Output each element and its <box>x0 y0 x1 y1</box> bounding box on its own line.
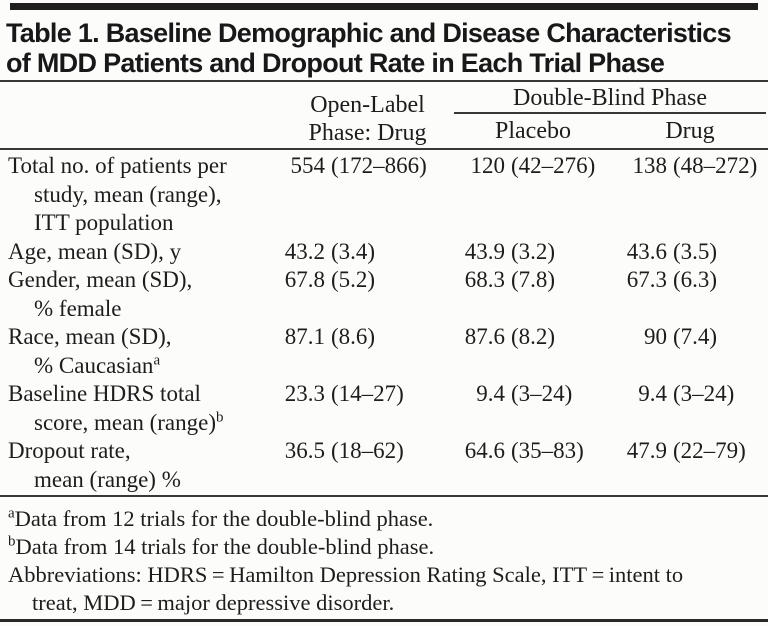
cell-placebo: 68.3 (7.8) <box>464 267 556 292</box>
cell-open-label: 36.5 (18–62) <box>284 438 404 463</box>
cell-drug: 67.3 (6.3) <box>626 267 718 292</box>
table-row: Dropout rate, mean (range) % 36.5 (18–62)… <box>0 437 768 494</box>
footnote-divider <box>0 495 768 497</box>
footnote-marker-a: a <box>153 351 161 368</box>
table-row: Gender, mean (SD), % female 67.8 (5.2) 68… <box>0 266 768 323</box>
table-title-line2: of MDD Patients and Dropout Rate in Each… <box>6 48 665 78</box>
table-row: Age, mean (SD), y 43.2 (3.4) 43.9 (3.2) 43… <box>0 238 768 267</box>
column-header-placebo: Placebo <box>495 118 571 144</box>
cell-drug: 43.6 (3.5) <box>626 238 718 264</box>
cell-open-label: 554 (172–866) <box>290 153 427 178</box>
row-label: Gender, mean (SD), % female <box>8 267 193 321</box>
table-footnotes: aData from 12 trials for the double-blin… <box>0 497 768 617</box>
double-blind-phase-label: Double-Blind Phase <box>454 82 766 114</box>
footnote-a: aData from 12 trials for the double-blin… <box>8 505 434 531</box>
row-label: Dropout rate, mean (range) % <box>8 438 181 492</box>
footnote-marker-b: b <box>215 408 224 425</box>
column-header-double-blind: Double-Blind Phase Placebo Drug <box>454 82 768 148</box>
cell-placebo: 64.6 (35–83) <box>464 438 584 463</box>
column-header-open-label: Open-Label Phase: Drug <box>308 92 427 146</box>
cell-open-label: 87.1 (8.6) <box>284 324 376 349</box>
cell-drug: 9.4 (3–24) <box>638 381 735 406</box>
cell-open-label: 43.2 (3.4) <box>284 238 376 264</box>
row-label: Race, mean (SD), % Caucasiana <box>8 324 172 378</box>
cell-drug: 138 (48–272) <box>632 153 758 178</box>
table-row: Race, mean (SD), % Caucasiana 87.1 (8.6) … <box>0 323 768 380</box>
row-label: Total no. of patients per study, mean (r… <box>8 153 227 235</box>
table-title: Table 1. Baseline Demographic and Diseas… <box>6 18 762 78</box>
cell-drug: 47.9 (22–79) <box>626 438 746 463</box>
footnote-a-marker: a <box>8 505 15 522</box>
row-label: Baseline HDRS total score, mean (range)b <box>8 381 224 435</box>
table-row: Total no. of patients per study, mean (r… <box>0 152 768 238</box>
cell-open-label: 23.3 (14–27) <box>284 381 404 406</box>
table-title-line1: Table 1. Baseline Demographic and Diseas… <box>6 18 732 48</box>
row-label: Age, mean (SD), y <box>8 238 182 264</box>
column-header-drug: Drug <box>665 118 715 144</box>
abbreviations-note: Abbreviations: HDRS = Hamilton Depressio… <box>8 562 684 615</box>
footnote-b: bData from 14 trials for the double-blin… <box>8 533 435 559</box>
table-header: Open-Label Phase: Drug Double-Blind Phas… <box>0 82 768 150</box>
cell-open-label: 67.8 (5.2) <box>284 267 376 292</box>
top-bar <box>10 3 758 10</box>
cell-placebo: 87.6 (8.2) <box>464 324 556 349</box>
title-divider <box>0 80 768 82</box>
footnote-b-marker: b <box>8 533 16 550</box>
cell-placebo: 120 (42–276) <box>470 153 596 178</box>
bottom-bar <box>0 619 768 622</box>
table-row: Baseline HDRS total score, mean (range)b… <box>0 380 768 437</box>
cell-drug: 90 (7.4) <box>644 324 718 349</box>
table-body: Total no. of patients per study, mean (r… <box>0 150 768 495</box>
cell-placebo: 43.9 (3.2) <box>464 238 556 264</box>
cell-placebo: 9.4 (3–24) <box>476 381 573 406</box>
